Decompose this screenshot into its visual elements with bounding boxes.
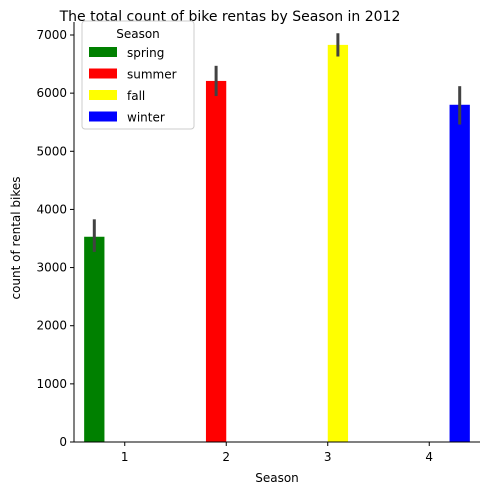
legend-title: Season [116,27,160,41]
y-tick-label: 1000 [36,377,67,391]
y-tick-label: 5000 [36,144,67,158]
legend: Season spring summer fall winter [81,20,195,130]
y-tick-label: 4000 [36,202,67,216]
x-tick-label: 3 [324,450,332,464]
bar-winter [449,104,470,443]
legend-label-winter: winter [127,111,165,125]
y-tick-label: 0 [59,435,67,449]
x-tick-label: 4 [425,450,433,464]
y-axis: 0 1000 2000 3000 4000 5000 6000 7000 [36,22,75,449]
y-tick-label: 2000 [36,319,67,333]
legend-label-fall: fall [127,89,145,103]
x-tick-label: 1 [121,450,129,464]
x-axis-title: Season [255,471,299,485]
legend-label-summer: summer [127,68,177,82]
legend-swatch-winter [89,111,117,122]
y-tick-label: 6000 [36,86,67,100]
y-axis-title: count of rental bikes [9,176,23,299]
legend-swatch-fall [89,90,117,100]
bars-group [84,44,470,443]
x-tick-label: 2 [222,450,230,464]
y-tick-label: 7000 [36,28,67,42]
y-tick-label: 3000 [36,261,67,275]
legend-swatch-summer [89,68,117,79]
bar-summer [205,80,227,442]
x-axis: 1 2 3 4 [74,441,480,464]
legend-swatch-spring [89,47,117,57]
legend-label-spring: spring [127,46,164,60]
error-bars-group [92,33,462,252]
bar-fall [327,44,349,443]
bar-spring [84,236,105,442]
